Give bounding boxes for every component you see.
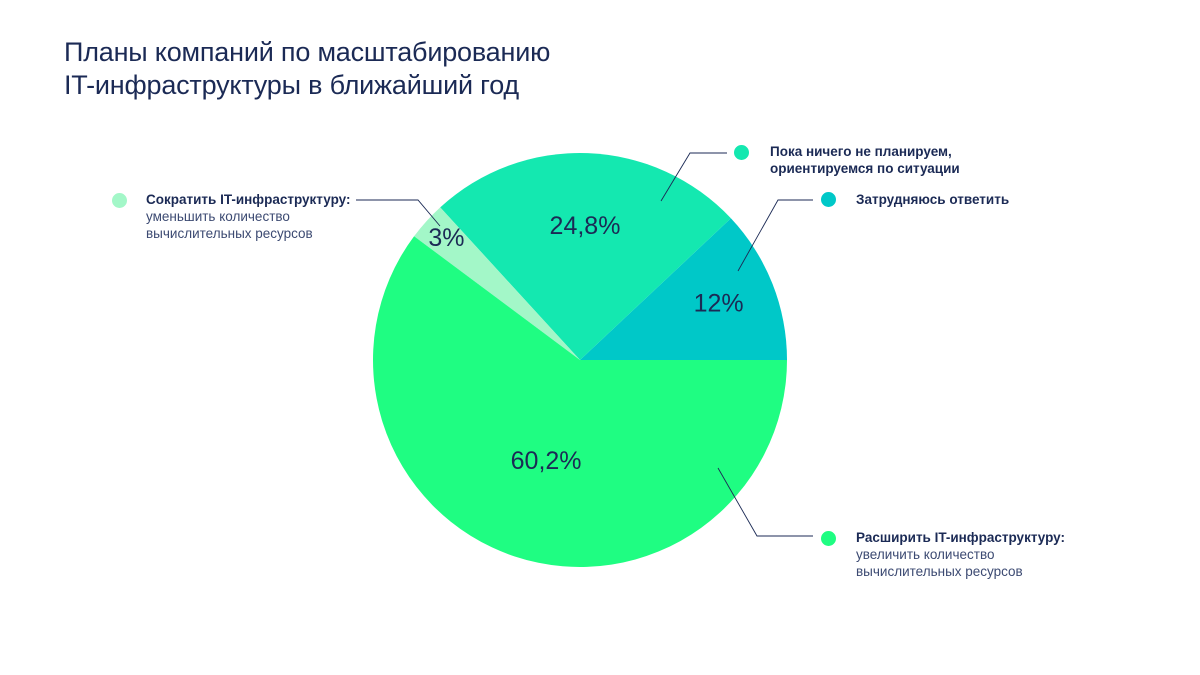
legend-no-plans-line-2: ориентируемся по ситуации	[770, 161, 960, 176]
legend-dot-expand	[821, 531, 836, 546]
legend-expand-sub-line-2: вычислительных ресурсов	[856, 564, 1023, 579]
legend-unsure-label: Затрудняюсь ответить	[856, 192, 1010, 207]
leader-lines	[356, 152, 813, 537]
legend-no-plans-line-1: Пока ничего не планируем,	[770, 144, 952, 159]
slice-label-expand: 60,2%	[511, 447, 582, 475]
slice-label-no-plans: 24,8%	[550, 212, 621, 240]
legend-dot-unsure	[821, 192, 836, 207]
chart-title: Планы компаний по масштабированию IT-инф…	[64, 36, 764, 102]
legend-reduce-sub-line-2: вычислительных ресурсов	[146, 226, 313, 241]
slice-labels: 12% 24,8% 3% 60,2%	[428, 212, 743, 475]
slice-unsure	[580, 218, 787, 360]
legend-reduce-heading: Сократить IT-инфраструктуру:	[146, 192, 351, 207]
slice-label-unsure: 12%	[694, 290, 744, 318]
legend-dot-no-plans	[734, 145, 749, 160]
chart-title-line-1: Планы компаний по масштабированию	[64, 37, 551, 67]
legend-expand-sub-line-1: увеличить количество	[856, 547, 995, 562]
slice-label-reduce: 3%	[428, 224, 464, 252]
leader-line-reduce	[356, 199, 441, 227]
legend-expand-heading: Расширить IT-инфраструктуру:	[856, 530, 1065, 545]
legend-item-no-plans: Пока ничего не планируем, ориентируемся …	[734, 143, 994, 183]
slice-expand	[373, 236, 787, 568]
chart-title-line-2: IT-инфраструктуры в ближайший год	[64, 70, 519, 100]
slice-reduce	[414, 207, 580, 360]
legend-dot-reduce	[112, 193, 127, 208]
legend-item-reduce: Сократить IT-инфраструктуру: уменьшить к…	[112, 190, 372, 250]
leader-line-expand	[717, 467, 813, 537]
leader-line-unsure	[737, 199, 813, 272]
pie-slices	[373, 152, 787, 568]
legend-item-unsure: Затрудняюсь ответить	[821, 191, 1041, 213]
leader-line-no-plans	[660, 152, 727, 202]
legend-item-expand: Расширить IT-инфраструктуру: увеличить к…	[821, 529, 1081, 589]
legend-reduce-sub-line-1: уменьшить количество	[146, 209, 290, 224]
slice-no-plans	[440, 152, 731, 360]
